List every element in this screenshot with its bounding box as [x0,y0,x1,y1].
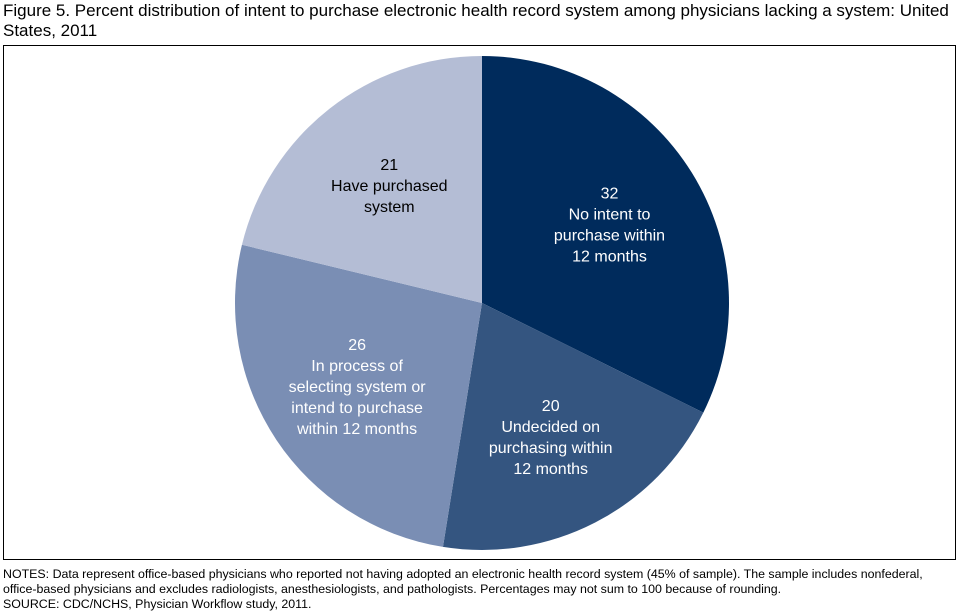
slice-category-label: selecting system or [289,379,427,396]
source-text: SOURCE: CDC/NCHS, Physician Workflow stu… [3,597,312,611]
slice-category-label: 12 months [513,461,588,478]
pie-slice-2 [442,303,704,551]
slice-category-label: system [364,199,415,216]
chart-title: Figure 5. Percent distribution of intent… [3,1,949,40]
slice-category-label: Undecided on [501,419,600,436]
footnotes: NOTES: Data represent office-based physi… [3,567,957,612]
slice-label-2: 20 Undecided on purchasing within 12 months [489,398,613,478]
slice-category-label: 12 months [572,248,647,265]
pie-slices [234,56,729,551]
slice-category-label: intend to purchase [291,400,423,417]
pie-slice-3 [234,244,482,547]
slice-category-label: within 12 months [296,421,417,438]
pie-chart: 32 No intent to purchase within 12 months20… [234,56,729,551]
slice-value-label: 26 [348,337,366,354]
slice-category-label: purchasing within [489,440,613,457]
slice-category-label: In process of [311,358,403,375]
notes-text: NOTES: Data represent office-based physi… [3,567,923,596]
slice-category-label: purchase within [554,227,665,244]
pie-labels: 32 No intent to purchase within 12 months20… [289,157,665,478]
slice-value-label: 20 [542,398,560,415]
slice-value-label: 21 [380,157,398,174]
chart-frame: 32 No intent to purchase within 12 months 20… [3,45,956,560]
slice-label-4: 21 Have purchased system [331,157,448,216]
slice-value-label: 32 [601,185,619,202]
slice-category-label: Have purchased [331,178,448,195]
pie-slice-4 [241,56,482,303]
pie-slice-1 [482,56,729,413]
slice-category-label: No intent to [569,206,651,223]
slice-label-3: 26 In process of selecting system or intend… [289,337,427,438]
slice-label-1: 32 No intent to purchase within 12 months [554,185,665,265]
